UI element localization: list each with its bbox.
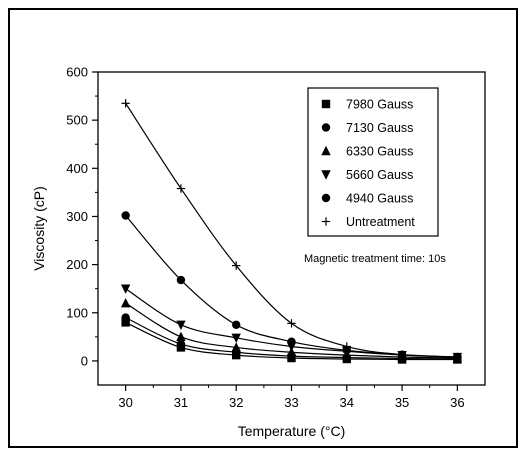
y-tick-label: 200 <box>66 257 88 272</box>
data-point-4-2 <box>232 320 241 330</box>
data-point-5-5 <box>397 350 407 359</box>
annotation-text: Magnetic treatment time: 10s <box>304 253 446 265</box>
x-tick-label: 33 <box>284 395 298 410</box>
data-point-2-0 <box>120 297 131 308</box>
data-point-1-0 <box>121 313 130 322</box>
legend-marker-2 <box>321 145 331 156</box>
legend-marker-1 <box>321 123 331 132</box>
x-axis-label: Temperature (°C) <box>238 423 346 439</box>
legend-label: 5660 Gauss <box>346 168 413 182</box>
y-tick-label: 600 <box>66 65 88 80</box>
data-point-4-3 <box>287 337 296 346</box>
legend-label: 6330 Gauss <box>346 145 413 159</box>
data-point-4-0 <box>121 211 130 220</box>
y-tick-label: 300 <box>66 209 88 224</box>
data-point-3-1 <box>176 320 186 331</box>
x-tick-label: 31 <box>174 395 188 410</box>
x-tick-label: 35 <box>395 395 409 410</box>
data-point-5-4 <box>342 342 351 351</box>
data-point-3-0 <box>120 284 131 294</box>
data-point-5-1 <box>176 184 186 193</box>
legend-marker-4 <box>321 193 331 203</box>
legend-box <box>307 87 439 237</box>
data-points <box>120 99 463 364</box>
legend-marker-0 <box>321 99 331 109</box>
y-axis-label: Viscosity (cP) <box>31 186 47 271</box>
x-tick-label: 34 <box>340 395 354 410</box>
legend-marker-3 <box>321 170 331 180</box>
y-tick-label: 0 <box>81 353 88 368</box>
data-point-5-3 <box>287 319 296 328</box>
fit-curve-4 <box>125 215 458 358</box>
x-tick-label: 32 <box>229 395 243 410</box>
data-point-5-6 <box>453 352 462 362</box>
data-point-2-1 <box>176 331 186 342</box>
data-point-0-0 <box>121 318 130 327</box>
legend: 7980 Gauss 7130 Gauss 6330 Gauss 5660 Gauss… <box>307 87 439 237</box>
data-point-4-1 <box>176 275 186 285</box>
x-tick-label: 36 <box>450 395 464 410</box>
y-tick-label: 100 <box>66 305 88 320</box>
data-point-5-0 <box>121 99 130 108</box>
legend-label: 4940 Gauss <box>346 192 413 206</box>
data-point-2-2 <box>231 342 241 352</box>
data-point-2-3 <box>286 347 297 357</box>
y-tick-label: 500 <box>66 113 88 128</box>
legend-label: 7130 Gauss <box>346 121 413 135</box>
legend-marker-5 <box>321 217 331 226</box>
data-point-1-1 <box>176 339 186 349</box>
data-point-5-2 <box>232 261 241 270</box>
y-tick-label: 400 <box>66 161 88 176</box>
legend-label: 7980 Gauss <box>346 98 413 112</box>
legend-label: Untreatment <box>346 215 415 229</box>
plot-axes: 30 31 32 33 34 35 36 0 100 200 300 400 500 600 <box>66 65 486 410</box>
data-point-3-2 <box>231 333 241 344</box>
x-tick-label: 30 <box>118 395 132 410</box>
